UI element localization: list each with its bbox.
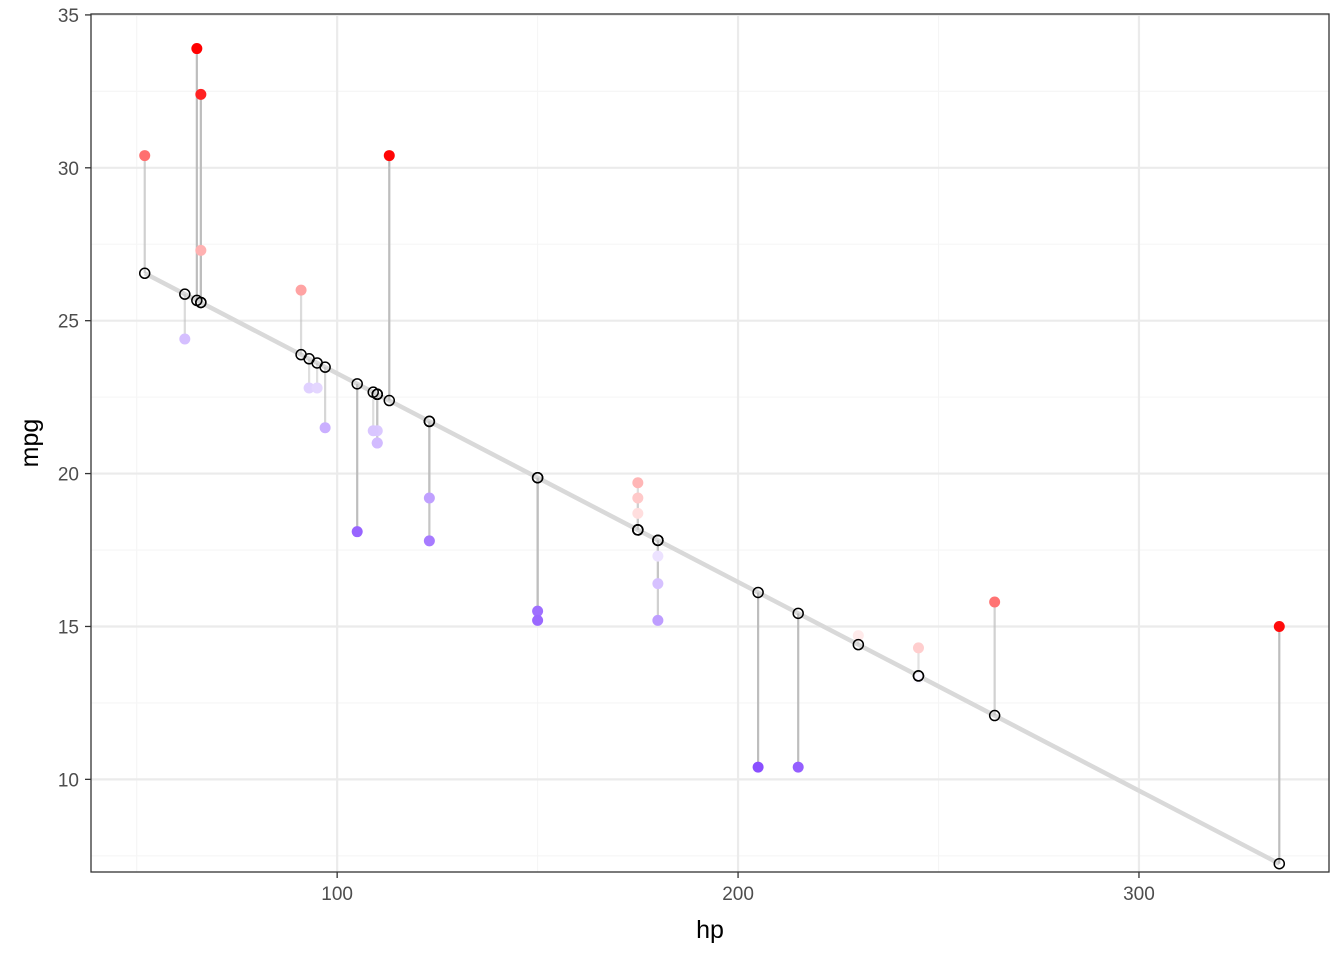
actual-point <box>423 535 435 547</box>
y-tick-label: 10 <box>58 770 79 791</box>
y-tick-label: 15 <box>58 617 79 638</box>
actual-point <box>852 630 864 642</box>
fitted-point <box>383 394 396 407</box>
fitted-point <box>988 709 1001 722</box>
actual-point <box>423 492 435 504</box>
fitted-point <box>632 524 644 536</box>
fitted-point <box>351 378 363 390</box>
actual-points <box>139 43 1285 773</box>
fitted-point <box>195 296 207 309</box>
actual-point <box>912 672 924 684</box>
fitted-point <box>652 534 664 547</box>
regression-line <box>143 271 1281 866</box>
actual-point <box>195 244 207 256</box>
actual-point <box>195 88 207 100</box>
actual-point <box>792 761 804 773</box>
fitted-point <box>852 638 865 651</box>
fitted-point <box>138 267 151 280</box>
actual-point <box>912 642 924 654</box>
x-tick-label: 300 <box>1123 884 1155 905</box>
actual-point <box>303 382 315 394</box>
actual-point <box>371 437 383 449</box>
y-axis-title: mpg <box>16 419 44 468</box>
x-tick-label: 200 <box>722 884 754 905</box>
actual-point <box>367 425 379 437</box>
actual-point <box>532 614 544 626</box>
fitted-point <box>319 361 331 373</box>
major-gridlines <box>91 13 1329 872</box>
fitted-point <box>295 348 307 361</box>
actual-point <box>652 550 664 562</box>
panel-border <box>90 13 1330 873</box>
actual-point <box>311 382 323 394</box>
actual-point <box>652 578 664 590</box>
fitted-point <box>1273 857 1286 870</box>
actual-point <box>752 761 764 773</box>
fitted-point <box>912 670 925 682</box>
actual-point <box>632 477 644 489</box>
minor-gridlines <box>91 14 1329 872</box>
y-tick-label: 30 <box>58 159 79 180</box>
actual-point <box>1273 620 1285 632</box>
x-axis: 100 200 300 <box>321 872 1155 905</box>
actual-point <box>179 333 191 345</box>
actual-point <box>632 492 644 504</box>
fitted-point <box>792 607 804 620</box>
x-axis-title: hp <box>696 916 724 944</box>
y-tick-label: 20 <box>58 465 79 486</box>
x-tick-label: 100 <box>321 884 353 905</box>
actual-point <box>532 605 544 617</box>
regression-line-group <box>143 271 1281 866</box>
actual-point <box>383 150 395 162</box>
fitted-point <box>423 415 436 428</box>
actual-point <box>632 507 644 519</box>
fitted-points <box>138 267 1286 870</box>
actual-point <box>989 596 1001 608</box>
actual-point <box>351 526 363 538</box>
y-axis: 10 15 20 25 30 35 <box>58 6 91 791</box>
actual-point <box>319 422 331 434</box>
fitted-point <box>179 288 191 300</box>
actual-point <box>191 43 203 55</box>
fitted-point <box>752 586 764 599</box>
fitted-point <box>531 471 544 484</box>
actual-point <box>139 150 151 162</box>
fitted-point <box>367 386 379 398</box>
y-tick-label: 25 <box>58 312 79 333</box>
actual-point <box>652 614 664 626</box>
actual-point <box>295 284 307 296</box>
y-tick-label: 35 <box>58 6 79 27</box>
